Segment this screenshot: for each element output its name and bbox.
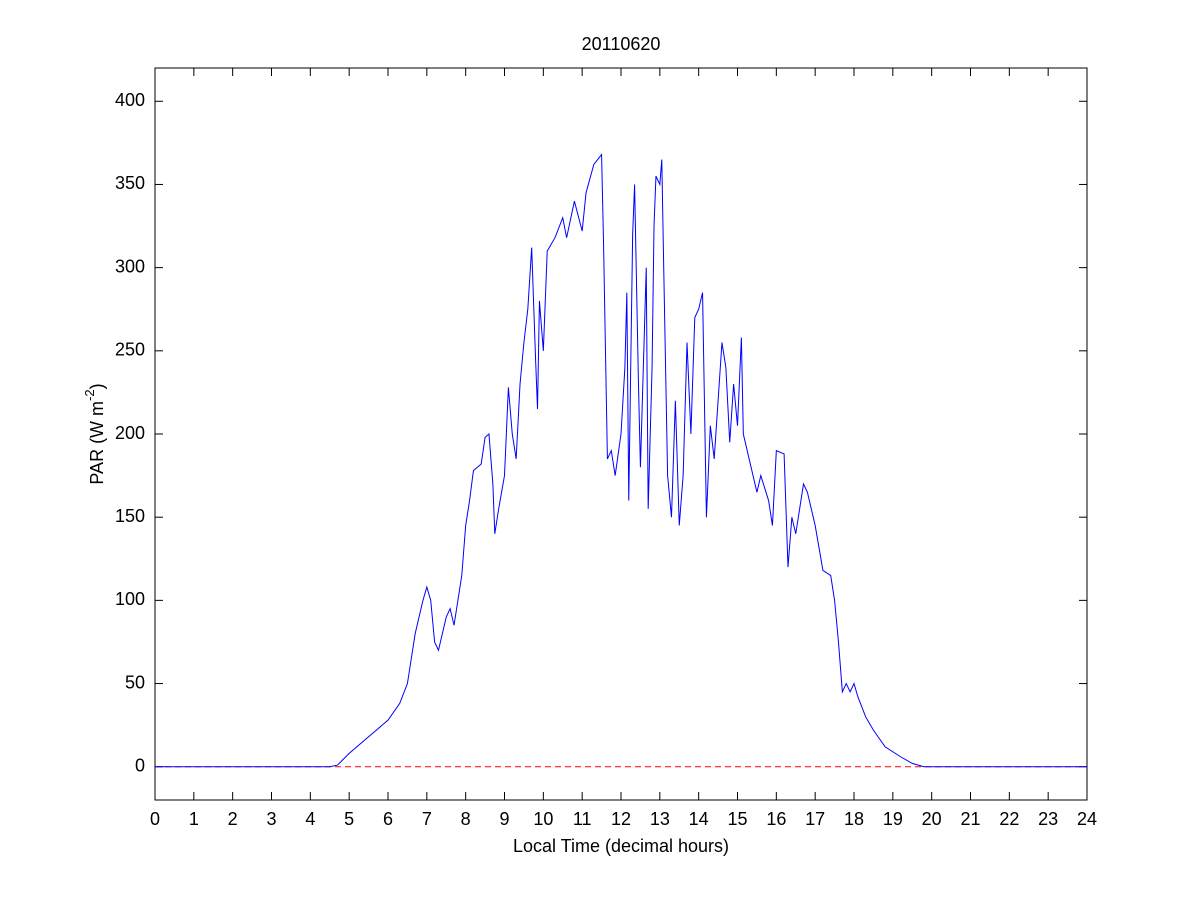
y-label-text: PAR (W m [87, 401, 107, 485]
y-tick-label: 50 [125, 672, 145, 692]
data-line [155, 153, 1087, 768]
y-label-sup: -2 [82, 389, 97, 401]
x-tick-label: 5 [344, 809, 354, 829]
y-tick-label: 250 [115, 340, 145, 360]
x-tick-label: 0 [150, 809, 160, 829]
x-tick-label: 7 [422, 809, 432, 829]
y-tick-label: 200 [115, 423, 145, 443]
x-tick-label: 4 [305, 809, 315, 829]
y-tick-label: 300 [115, 256, 145, 276]
x-tick-label: 18 [844, 809, 864, 829]
y-tick-label: 0 [135, 755, 145, 775]
x-axis-label: Local Time (decimal hours) [513, 836, 729, 856]
y-tick-label: 350 [115, 173, 145, 193]
x-tick-label: 15 [727, 809, 747, 829]
y-label-end: ) [87, 383, 107, 389]
x-tick-label: 9 [499, 809, 509, 829]
x-tick-label: 24 [1077, 809, 1097, 829]
x-tick-label: 3 [266, 809, 276, 829]
x-tick-label: 23 [1038, 809, 1058, 829]
y-axis-label: PAR (W m-2) [82, 383, 106, 484]
x-tick-label: 1 [189, 809, 199, 829]
x-tick-label: 19 [883, 809, 903, 829]
x-tick-label: 22 [999, 809, 1019, 829]
x-tick-label: 14 [689, 809, 709, 829]
y-tick-label: 400 [115, 90, 145, 110]
x-tick-label: 8 [461, 809, 471, 829]
x-tick-label: 12 [611, 809, 631, 829]
x-tick-label: 17 [805, 809, 825, 829]
x-tick-label: 11 [573, 809, 592, 829]
y-tick-label: 100 [115, 589, 145, 609]
x-tick-label: 21 [960, 809, 980, 829]
x-tick-label: 10 [533, 809, 553, 829]
y-tick-label: 150 [115, 506, 145, 526]
x-tick-label: 13 [650, 809, 670, 829]
x-tick-label: 2 [228, 809, 238, 829]
x-tick-label: 6 [383, 809, 393, 829]
x-tick-label: 16 [766, 809, 786, 829]
chart-title: 20110620 [582, 34, 661, 54]
x-tick-label: 20 [922, 809, 942, 829]
